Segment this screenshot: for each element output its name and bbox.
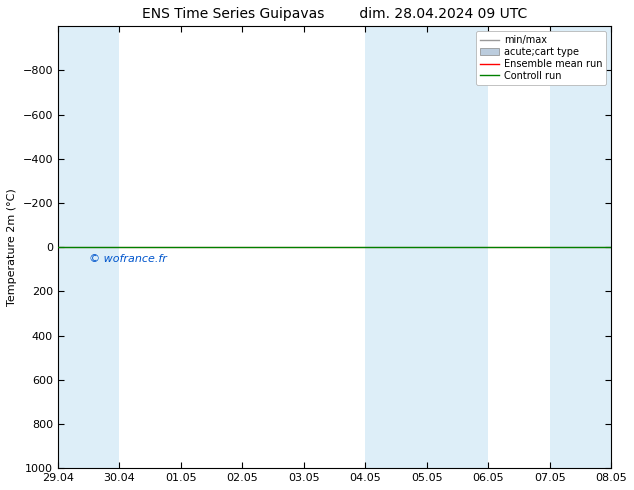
Text: © wofrance.fr: © wofrance.fr xyxy=(89,254,167,264)
Bar xyxy=(58,26,119,468)
Bar xyxy=(550,26,634,468)
Bar xyxy=(365,26,488,468)
Y-axis label: Temperature 2m (°C): Temperature 2m (°C) xyxy=(7,188,17,306)
Title: ENS Time Series Guipavas        dim. 28.04.2024 09 UTC: ENS Time Series Guipavas dim. 28.04.2024… xyxy=(142,7,527,21)
Legend: min/max, acute;cart type, Ensemble mean run, Controll run: min/max, acute;cart type, Ensemble mean … xyxy=(476,31,606,85)
